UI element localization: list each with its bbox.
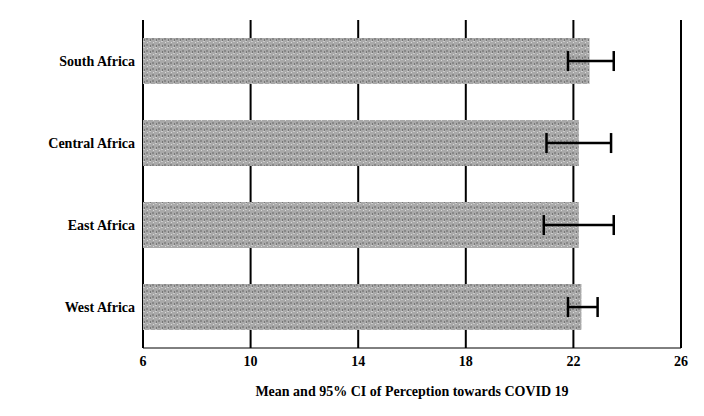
svg-text:Mean and 95% CI of Perception: Mean and 95% CI of Perception towards CO… (255, 384, 568, 399)
svg-text:10: 10 (244, 354, 258, 369)
svg-text:Central Africa: Central Africa (48, 136, 135, 151)
svg-text:26: 26 (674, 354, 688, 369)
svg-text:6: 6 (140, 354, 147, 369)
svg-text:West Africa: West Africa (65, 300, 135, 315)
svg-text:14: 14 (351, 354, 365, 369)
svg-text:East Africa: East Africa (68, 218, 135, 233)
svg-text:South Africa: South Africa (59, 54, 135, 69)
svg-text:18: 18 (459, 354, 473, 369)
svg-text:22: 22 (566, 354, 580, 369)
